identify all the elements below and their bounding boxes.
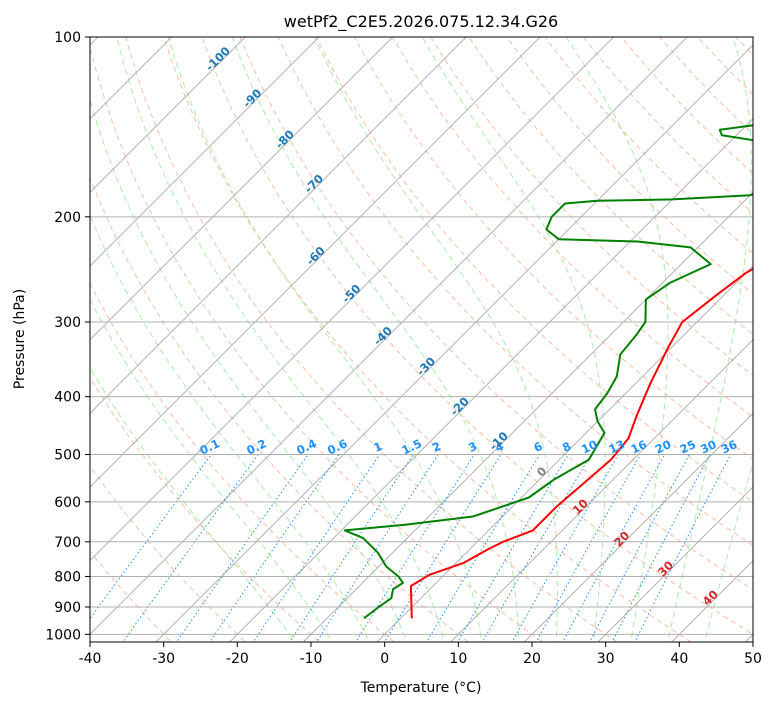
profile-line: [345, 37, 775, 618]
isotherm: [360, 10, 775, 659]
x-tick-label: 10: [449, 651, 467, 667]
isotherm: [0, 10, 273, 659]
mixing-ratio-label: 16: [629, 437, 649, 456]
moist-adiabat: [37, 24, 372, 647]
x-tick-label: 0: [380, 651, 389, 667]
x-tick-label: -20: [226, 651, 249, 667]
isotherm-label: -100: [203, 44, 233, 74]
moist-adiabat: [415, 24, 605, 647]
y-tick-label: 800: [54, 569, 81, 585]
mixing-ratio-label: 13: [606, 437, 626, 456]
isotherm-label: -30: [414, 354, 439, 379]
moist-adiabat: [114, 24, 446, 647]
y-tick-label: 600: [54, 495, 81, 511]
isotherm: [0, 10, 420, 659]
isotherm: [655, 10, 775, 659]
mixing-ratio-line: [206, 455, 339, 648]
mixing-ratio-line: [455, 455, 569, 648]
dry-adiabat: [0, 24, 251, 647]
y-tick-label: 100: [54, 30, 81, 46]
y-tick-label: 500: [54, 448, 81, 464]
mixing-ratio-line: [587, 455, 689, 648]
mixing-ratio-label: 25: [678, 437, 698, 456]
series-layer: [345, 37, 775, 618]
isotherm-label: 40: [700, 587, 721, 608]
moist-adiabat: [0, 24, 298, 647]
x-tick-label: 30: [597, 651, 615, 667]
plot-frame: [90, 37, 753, 642]
y-axis-title: Pressure (hPa): [12, 289, 28, 389]
mixing-ratio-line: [424, 455, 540, 648]
x-axis-title: Temperature (°C): [360, 680, 482, 696]
isotherm-label: -10: [486, 429, 511, 454]
dry-adiabat: [460, 24, 775, 647]
moist-adiabat: [704, 24, 775, 647]
mixing-ratio-line: [560, 455, 665, 648]
dry-adiabat: [648, 24, 775, 647]
x-tick-label: 20: [523, 651, 541, 667]
mixing-ratio-line: [633, 455, 731, 648]
isotherm-label: 10: [570, 496, 591, 517]
dry-adiabat: [686, 24, 775, 647]
dry-adiabat: [423, 24, 775, 647]
dry-adiabat: [723, 24, 775, 647]
isotherm-label: -50: [339, 281, 364, 306]
mixing-ratio-label: 30: [698, 437, 718, 456]
isotherm: [507, 10, 775, 659]
pressure-grid: [90, 37, 753, 634]
mixing-ratio-line: [353, 455, 475, 648]
dry-adiabat: [385, 24, 775, 647]
y-tick-label: 1000: [45, 627, 81, 643]
mixing-ratio-line: [382, 455, 502, 648]
isotherm-label: 20: [611, 528, 632, 549]
isotherm-label: -60: [303, 244, 328, 269]
dry-adiabat: [10, 24, 401, 647]
dry-adiabat: [160, 24, 699, 647]
mixing-ratio-label: 10: [579, 437, 599, 456]
profile-line: [411, 37, 775, 618]
mixing-ratio-line: [69, 455, 211, 648]
mixing-ratio-line: [119, 455, 258, 648]
x-tick-label: -40: [79, 651, 102, 667]
moist-adiabat: [72, 24, 408, 647]
dry-adiabat: [536, 24, 775, 647]
mixing-ratio-label: 20: [653, 437, 673, 456]
isotherm-label: -90: [240, 86, 265, 111]
dry-adiabat: [348, 24, 775, 647]
isotherm-label: -70: [302, 171, 327, 196]
isotherm: [0, 10, 346, 659]
x-tick-label: 40: [670, 651, 688, 667]
x-tick-label: -10: [300, 651, 323, 667]
y-tick-label: 400: [54, 390, 81, 406]
mixing-ratio-label: 36: [719, 437, 739, 456]
mixing-ratio-label: 6: [532, 439, 545, 455]
y-tick-label: 300: [54, 315, 81, 331]
y-tick-label: 700: [54, 535, 81, 551]
moist-adiabat: [164, 24, 482, 647]
y-tick-label: 200: [54, 210, 81, 226]
dry-adiabat: [273, 24, 775, 647]
isotherm: [0, 10, 567, 659]
dry-adiabat: [0, 24, 326, 647]
isotherm: [0, 10, 641, 659]
y-tick-label: 900: [54, 600, 81, 616]
x-tick-label: -30: [152, 651, 175, 667]
x-tick-label: 50: [744, 651, 762, 667]
dry-adiabat: [761, 24, 775, 647]
isotherm-label: -80: [272, 127, 297, 152]
chart-title: wetPf2_C2E5.2026.075.12.34.G26: [284, 12, 558, 32]
moist-adiabat: [308, 24, 557, 647]
mixing-ratio-label: 2: [430, 439, 443, 455]
